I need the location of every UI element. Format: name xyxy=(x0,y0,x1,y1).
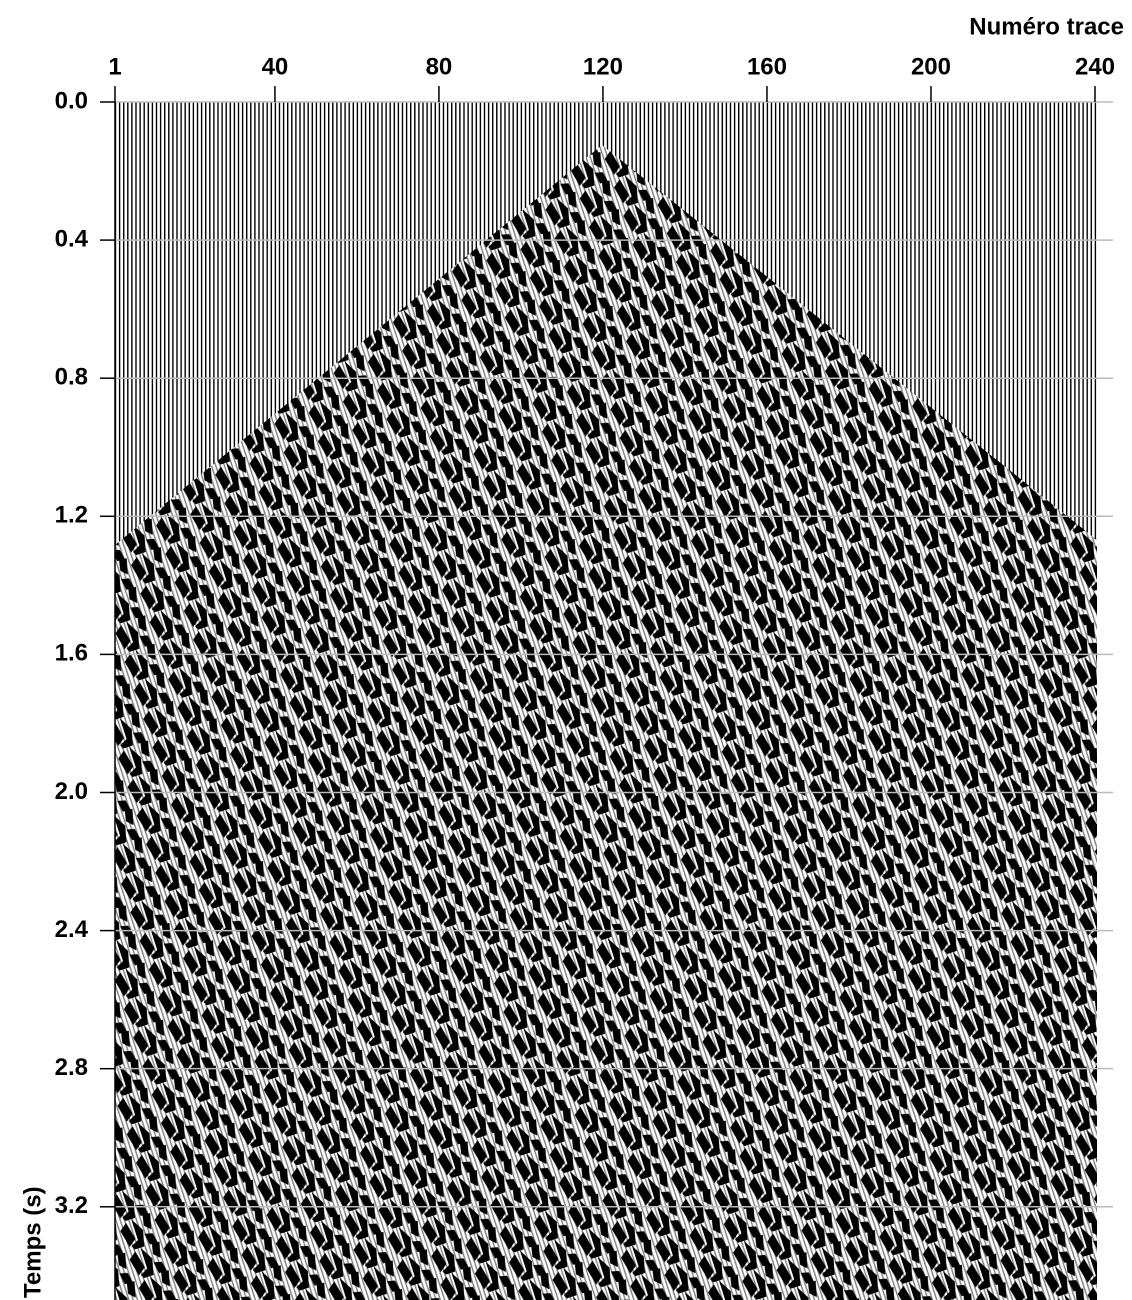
x-tick-label: 160 xyxy=(747,53,787,80)
x-tick-label: 200 xyxy=(911,53,951,80)
y-tick-label: 1.6 xyxy=(55,640,88,667)
y-tick-label: 0.8 xyxy=(55,364,88,391)
noise-region xyxy=(115,145,1097,1300)
x-tick-label: 80 xyxy=(426,53,453,80)
x-tick-label: 120 xyxy=(583,53,623,80)
y-tick-label: 2.0 xyxy=(55,778,88,805)
y-tick-label: 2.8 xyxy=(55,1054,88,1081)
y-axis-label: Temps (s) xyxy=(19,1186,46,1298)
y-tick-label: 2.4 xyxy=(55,916,89,943)
seismic-image xyxy=(115,102,1097,1300)
x-axis-label: Numéro trace xyxy=(969,13,1124,40)
y-tick-label: 0.4 xyxy=(55,225,89,252)
y-tick-label: 3.2 xyxy=(55,1192,88,1219)
y-tick-label: 1.2 xyxy=(55,502,88,529)
x-tick-label: 1 xyxy=(108,53,121,80)
x-tick-label: 40 xyxy=(262,53,289,80)
x-tick-label: 240 xyxy=(1075,53,1115,80)
y-tick-label: 0.0 xyxy=(55,87,88,114)
